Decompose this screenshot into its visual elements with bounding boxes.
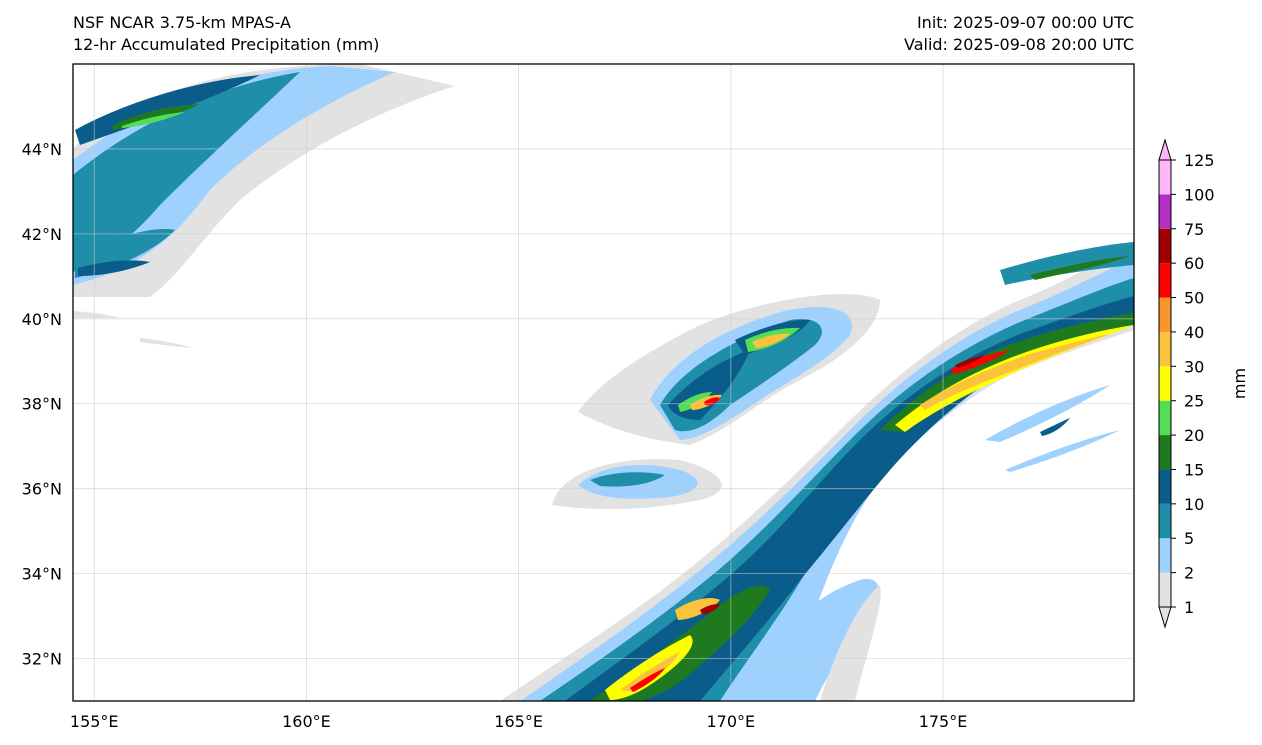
precip-area: [1005, 430, 1120, 472]
colorbar-tick-label: 2: [1184, 564, 1194, 583]
precip-area: [78, 260, 150, 276]
colorbar-tick-label: 50: [1184, 289, 1204, 308]
colorbar-tick-label: 25: [1184, 392, 1204, 411]
precip-area: [820, 585, 881, 701]
lon-tick-label: 165°E: [494, 712, 543, 731]
gridlines: [73, 64, 1134, 701]
precip-area: [752, 333, 790, 348]
colorbar-extend-min: [1158, 606, 1172, 629]
precip-area: [895, 325, 1134, 432]
lon-tick-label: 175°E: [919, 712, 968, 731]
precip-area: [605, 635, 693, 700]
title-model: NSF NCAR 3.75-km MPAS-A: [73, 13, 291, 32]
colorbar-extend-max: [1158, 138, 1172, 161]
colorbar-tick-label: 1: [1184, 598, 1194, 617]
precip-area: [704, 397, 720, 406]
lat-tick-label: 36°N: [22, 480, 62, 499]
colorbar-segment: [1159, 228, 1171, 264]
title-field: 12-hr Accumulated Precipitation (mm): [73, 35, 380, 54]
lat-tick-label: 42°N: [22, 225, 62, 244]
lat-tick-label: 38°N: [22, 395, 62, 414]
colorbar-frame: [1158, 159, 1172, 608]
colorbar-tick-label: 40: [1184, 323, 1204, 342]
lat-tick-label: 32°N: [22, 650, 62, 669]
colorbar-unit-label: mm: [1230, 368, 1249, 399]
colorbar-tick-label: 30: [1184, 357, 1204, 376]
lat-tick-label: 44°N: [22, 140, 62, 159]
precip-area: [140, 338, 192, 348]
colorbar-segment: [1159, 331, 1171, 367]
lon-axis: 155°E 160°E 165°E 170°E 175°E: [70, 712, 967, 731]
lon-tick-label: 160°E: [282, 712, 331, 731]
precip-area: [675, 598, 720, 620]
colorbar-segment: [1159, 160, 1171, 195]
colorbar-tick-label: 100: [1184, 185, 1215, 204]
lat-tick-label: 34°N: [22, 565, 62, 584]
colorbar-tick-label: 60: [1184, 254, 1204, 273]
lon-tick-label: 155°E: [70, 712, 119, 731]
colorbar-segment: [1159, 263, 1171, 298]
colorbar-segment: [1159, 538, 1171, 573]
colorbar-segment: [1159, 366, 1171, 401]
lon-tick-label: 170°E: [706, 712, 755, 731]
precip-area: [700, 604, 720, 615]
colorbar-tick-label: 125: [1184, 151, 1215, 170]
colorbar-segment: [1159, 572, 1171, 607]
colorbar-segment: [1159, 435, 1171, 470]
precip-area: [630, 668, 665, 692]
precip-area: [122, 112, 185, 128]
precip-area: [620, 652, 680, 692]
colorbar-segment: [1159, 297, 1171, 332]
title-valid-time: Valid: 2025-09-08 20:00 UTC: [903, 35, 1134, 54]
title-init-time: Init: 2025-09-07 00:00 UTC: [916, 13, 1134, 32]
precip-area: [590, 472, 665, 487]
lat-axis: 32°N 34°N 36°N 38°N 40°N 42°N 44°N: [22, 140, 62, 669]
colorbar-tick-label: 15: [1184, 460, 1204, 479]
colorbar-segment: [1159, 194, 1171, 229]
precip-layer: [73, 64, 1134, 701]
colorbar-tick-label: 10: [1184, 495, 1204, 514]
precip-area: [780, 579, 879, 701]
precip-area: [950, 350, 1010, 374]
precip-area: [73, 72, 300, 272]
precip-area: [1040, 418, 1070, 436]
precip-area: [1030, 256, 1130, 280]
precip-area: [73, 311, 120, 318]
lat-tick-label: 40°N: [22, 310, 62, 329]
precip-area: [985, 385, 1110, 442]
colorbar-segment: [1159, 503, 1171, 539]
map-frame: [72, 63, 1135, 702]
colorbar-tick-label: 5: [1184, 529, 1194, 548]
colorbar-tick-label: 75: [1184, 220, 1204, 239]
precip-area: [955, 355, 985, 368]
colorbar-segment: [1159, 469, 1171, 504]
colorbar-segment: [1159, 400, 1171, 436]
colorbar-tick-label: 20: [1184, 426, 1204, 445]
